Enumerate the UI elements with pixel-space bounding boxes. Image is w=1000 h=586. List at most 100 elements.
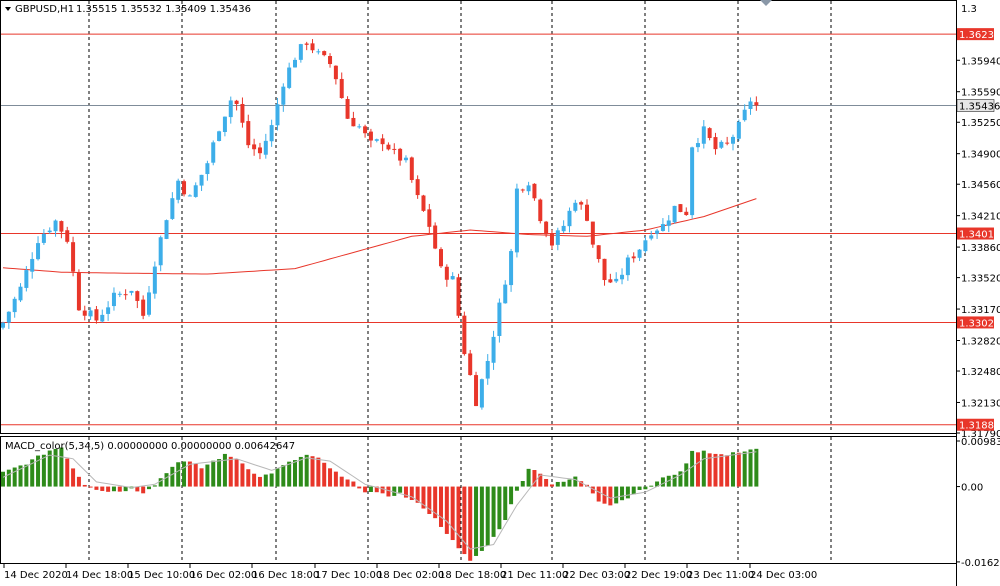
candle-body-7: [41, 233, 46, 243]
candle-body-28: [164, 220, 169, 239]
hist-bar-65: [380, 486, 385, 494]
candle-body-67: [392, 148, 397, 150]
y-tick-label-6: 1.33860: [961, 243, 1000, 254]
x-tick-label-2: 15 Dec 10:00: [128, 570, 195, 581]
candle-body-126: [736, 121, 741, 139]
hist-bar-123: [719, 454, 724, 487]
hist-bar-31: [182, 461, 187, 487]
hist-bar-98: [573, 476, 578, 487]
hist-bar-91: [532, 470, 537, 487]
candle-body-122: [713, 137, 718, 150]
candle-body-76: [444, 266, 449, 280]
hist-bar-16: [94, 486, 99, 490]
hist-bar-89: [520, 480, 525, 487]
hist-bar-1: [6, 469, 11, 487]
level-label-0: 1.36231: [959, 30, 1000, 41]
x-tick-label-6: 18 Dec 02:00: [377, 570, 444, 581]
candle-body-89: [520, 189, 525, 191]
candle-body-77: [450, 276, 455, 280]
candle-body-27: [158, 237, 163, 266]
hist-bar-105: [614, 486, 619, 504]
candle-body-25: [147, 292, 151, 315]
hist-bar-55: [322, 462, 327, 487]
hist-bar-20: [117, 486, 122, 492]
hist-bar-51: [298, 456, 303, 487]
candle-body-19: [111, 292, 116, 307]
candle-body-38: [222, 116, 227, 132]
hist-bar-69: [403, 486, 408, 498]
hist-bar-86: [503, 486, 508, 521]
candle-body-46: [269, 125, 274, 142]
candle-body-74: [433, 225, 438, 249]
level-label-bg-2: [957, 316, 994, 329]
y-tick-label-2: 1.35250: [961, 118, 1000, 129]
hist-bar-119: [695, 452, 700, 487]
candle-body-17: [100, 314, 105, 322]
candle-body-40: [234, 100, 239, 104]
candle-body-64: [374, 139, 379, 141]
hist-bar-77: [450, 486, 455, 541]
price-panel[interactable]: [0, 0, 957, 434]
hist-bar-28: [164, 473, 169, 487]
hist-bar-6: [36, 455, 41, 487]
hist-bar-104: [608, 486, 613, 506]
indicator-panel[interactable]: [0, 436, 957, 564]
hist-bar-80: [468, 486, 473, 561]
hist-bar-45: [263, 474, 268, 487]
hist-bar-90: [526, 468, 531, 487]
candle-body-99: [579, 202, 584, 205]
hist-bar-26: [152, 485, 157, 487]
indicator-axis: 0.0098380 0.00 -0.0162665: [956, 437, 1000, 569]
candle-body-85: [497, 302, 502, 336]
candle-body-33: [193, 185, 198, 197]
hist-bar-75: [439, 486, 443, 527]
hist-bar-10: [59, 447, 64, 487]
hist-bar-124: [725, 455, 730, 487]
hist-bar-21: [123, 486, 128, 492]
scroll-marker-icon[interactable]: [760, 0, 772, 6]
hist-bar-95: [555, 481, 560, 487]
level-label-3: 1.31882: [959, 421, 1000, 432]
candle-body-10: [59, 221, 64, 232]
candle-body-70: [409, 157, 414, 181]
x-tick-label-9: 22 Dec 03:00: [563, 570, 630, 581]
candle-body-18: [106, 307, 111, 314]
hist-bar-39: [228, 456, 233, 487]
hist-bar-36: [211, 460, 216, 487]
hist-bar-128: [748, 449, 753, 487]
candle-body-120: [701, 126, 706, 144]
dropdown-triangle-icon[interactable]: [5, 7, 11, 11]
candle-body-71: [415, 179, 420, 196]
level-label-2: 1.33021: [959, 318, 1000, 329]
hist-bar-30: [176, 462, 181, 487]
hist-bar-97: [567, 479, 572, 487]
candle-body-88: [514, 188, 519, 253]
hist-bar-72: [421, 486, 426, 509]
candle-body-0: [1, 322, 5, 328]
hist-bar-68: [398, 486, 403, 493]
hist-bar-40: [234, 459, 239, 487]
candle-body-41: [240, 103, 245, 123]
hist-bar-81: [474, 486, 479, 556]
candle-body-24: [141, 299, 146, 316]
current-price-label: 1.35436: [959, 102, 1000, 113]
hist-bar-106: [620, 486, 625, 501]
hist-bar-87: [509, 486, 514, 505]
candle-body-79: [462, 315, 467, 355]
hist-bar-29: [170, 466, 175, 487]
candle-body-100: [585, 204, 589, 221]
hist-bar-76: [444, 486, 449, 534]
hist-bar-23: [135, 486, 140, 492]
hist-bar-9: [53, 448, 58, 487]
candle-body-65: [380, 138, 385, 145]
hist-bar-120: [701, 450, 706, 487]
candle-body-26: [152, 266, 157, 294]
horizontal-levels: [1, 33, 956, 426]
price-axis: 1.35940 1.35590 1.35250 1.34900 1.34560 1.342…: [956, 4, 1000, 440]
candle-body-15: [88, 310, 93, 317]
x-tick-label-12: 24 Dec 03:00: [750, 570, 817, 581]
candle-body-102: [596, 245, 601, 260]
candle-body-58: [339, 78, 344, 99]
